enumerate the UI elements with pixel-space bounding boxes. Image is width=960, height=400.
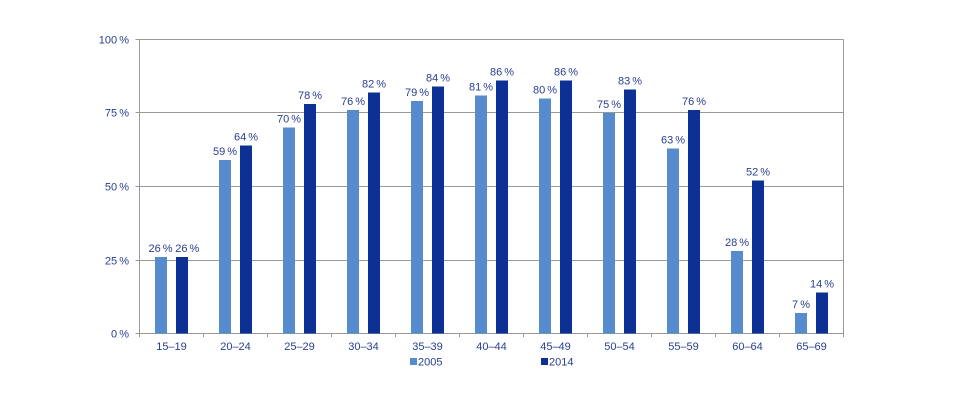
svg-text:50–54: 50–54 <box>604 341 635 353</box>
svg-text:86 %: 86 % <box>490 67 514 79</box>
svg-text:75 %: 75 % <box>597 99 621 111</box>
svg-text:28 %: 28 % <box>725 237 749 249</box>
svg-text:79 %: 79 % <box>405 87 429 99</box>
svg-text:65–69: 65–69 <box>796 341 827 353</box>
svg-text:25 %: 25 % <box>105 256 129 268</box>
svg-text:82 %: 82 % <box>362 78 386 90</box>
svg-text:40–44: 40–44 <box>476 341 507 353</box>
svg-text:52 %: 52 % <box>746 167 770 179</box>
svg-text:35–39: 35–39 <box>412 341 443 353</box>
svg-text:26 %: 26 % <box>148 243 172 255</box>
svg-text:70 %: 70 % <box>277 114 301 126</box>
svg-text:100 %: 100 % <box>99 35 129 47</box>
svg-text:20–24: 20–24 <box>220 341 251 353</box>
svg-text:83 %: 83 % <box>618 75 642 87</box>
svg-text:81 %: 81 % <box>469 81 493 93</box>
svg-text:76 %: 76 % <box>341 96 365 108</box>
svg-text:15–19: 15–19 <box>156 341 187 353</box>
svg-text:2014: 2014 <box>549 357 573 369</box>
svg-text:2005: 2005 <box>418 357 442 369</box>
svg-text:59 %: 59 % <box>213 146 237 158</box>
svg-text:86 %: 86 % <box>554 67 578 79</box>
svg-text:60–64: 60–64 <box>732 341 763 353</box>
svg-text:80 %: 80 % <box>533 84 557 96</box>
svg-text:84 %: 84 % <box>426 73 450 85</box>
svg-text:78 %: 78 % <box>298 90 322 102</box>
svg-text:75 %: 75 % <box>105 108 129 120</box>
svg-text:14 %: 14 % <box>810 278 834 290</box>
svg-text:25–29: 25–29 <box>284 341 315 353</box>
svg-text:64 %: 64 % <box>234 131 258 143</box>
svg-text:55–59: 55–59 <box>668 341 699 353</box>
svg-text:50 %: 50 % <box>105 182 129 194</box>
svg-text:76 %: 76 % <box>682 96 706 108</box>
svg-text:7 %: 7 % <box>792 299 810 311</box>
svg-text:45–49: 45–49 <box>540 341 571 353</box>
svg-text:26 %: 26 % <box>175 243 199 255</box>
svg-text:63 %: 63 % <box>661 134 685 146</box>
svg-text:0 %: 0 % <box>111 329 129 341</box>
svg-text:30–34: 30–34 <box>348 341 379 353</box>
